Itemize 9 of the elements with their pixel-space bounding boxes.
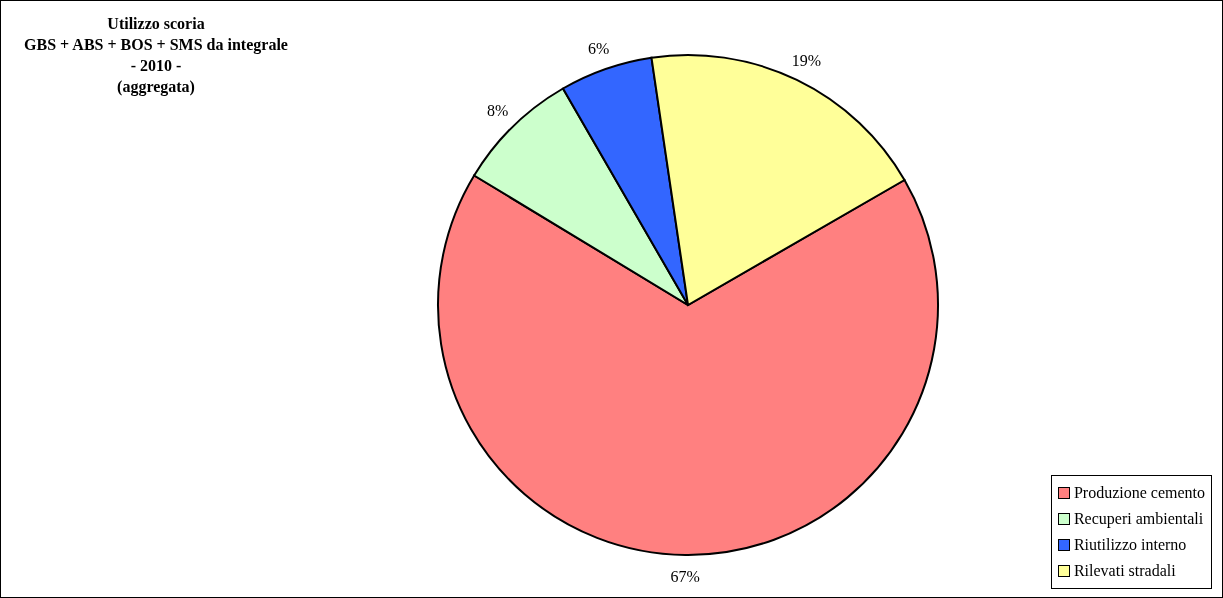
data-label: 19%: [791, 51, 822, 69]
legend-label: Produzione cemento: [1073, 484, 1205, 502]
text: Utilizzo scoria GBS + ABS + BOS + SMS da integrale - 2010 - (aggregata): [23, 14, 289, 97]
data-label: 67%: [670, 568, 700, 586]
data-label: 8%: [487, 102, 509, 120]
legend-label: Recuperi ambientali: [1073, 510, 1204, 528]
legend-label: Riutilizzo interno: [1073, 536, 1187, 554]
data-label: 6%: [587, 39, 610, 57]
legend-label: Rilevati stradali: [1073, 562, 1176, 580]
